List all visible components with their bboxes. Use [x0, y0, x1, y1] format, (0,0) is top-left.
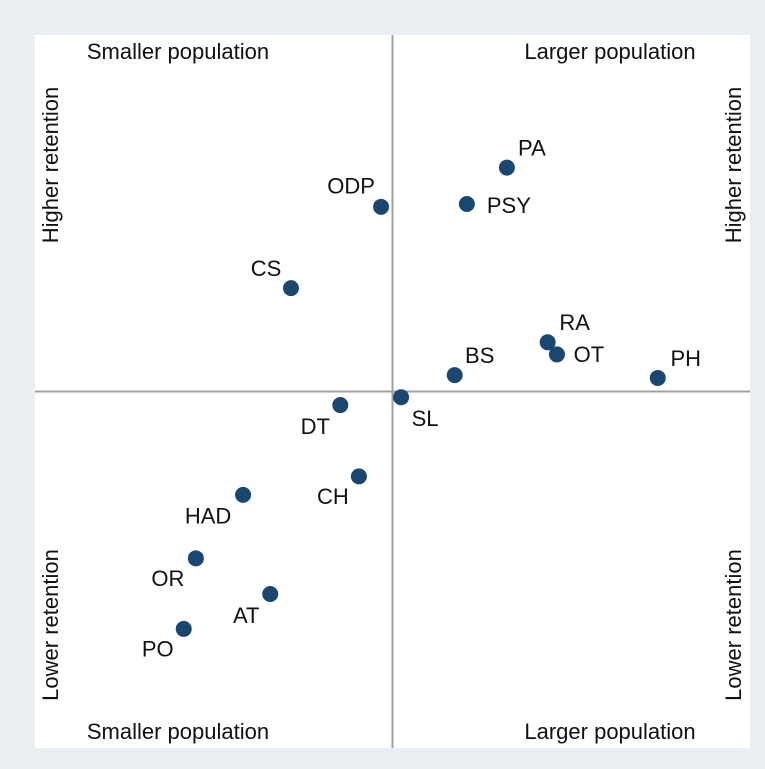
point-label: SL	[412, 406, 439, 431]
point-label: BS	[465, 343, 494, 368]
point	[350, 468, 367, 485]
point	[262, 585, 279, 602]
point	[332, 397, 349, 414]
side-label: Higher retention	[721, 87, 746, 244]
point-label: OR	[151, 566, 184, 591]
point-label: HAD	[185, 504, 231, 529]
point	[649, 369, 666, 386]
point	[446, 367, 463, 384]
point-label: PO	[142, 637, 174, 662]
side-label: Lower retention	[721, 549, 746, 701]
quadrant-label: Smaller population	[87, 719, 269, 744]
point	[539, 334, 556, 351]
point-label: CH	[317, 484, 349, 509]
point-label: CS	[251, 256, 282, 281]
point-label: PA	[518, 135, 546, 160]
point	[282, 280, 299, 297]
point-label: PSY	[487, 193, 531, 218]
point	[393, 389, 410, 406]
point-label: ODP	[327, 174, 375, 199]
point	[187, 550, 204, 567]
point-label: AT	[233, 603, 259, 628]
point	[498, 159, 515, 176]
point	[175, 620, 192, 637]
side-label: Lower retention	[38, 549, 63, 701]
point-label: RA	[559, 310, 590, 335]
point	[373, 198, 390, 215]
point	[235, 486, 252, 503]
point	[458, 195, 475, 212]
point-label: OT	[574, 342, 605, 367]
point-label: DT	[301, 414, 330, 439]
side-label: Higher retention	[38, 87, 63, 244]
quadrant-label: Larger population	[524, 719, 695, 744]
quadrant-label: Larger population	[524, 39, 695, 64]
quadrant-label: Smaller population	[87, 39, 269, 64]
point	[548, 346, 565, 363]
point-label: PH	[670, 346, 701, 371]
